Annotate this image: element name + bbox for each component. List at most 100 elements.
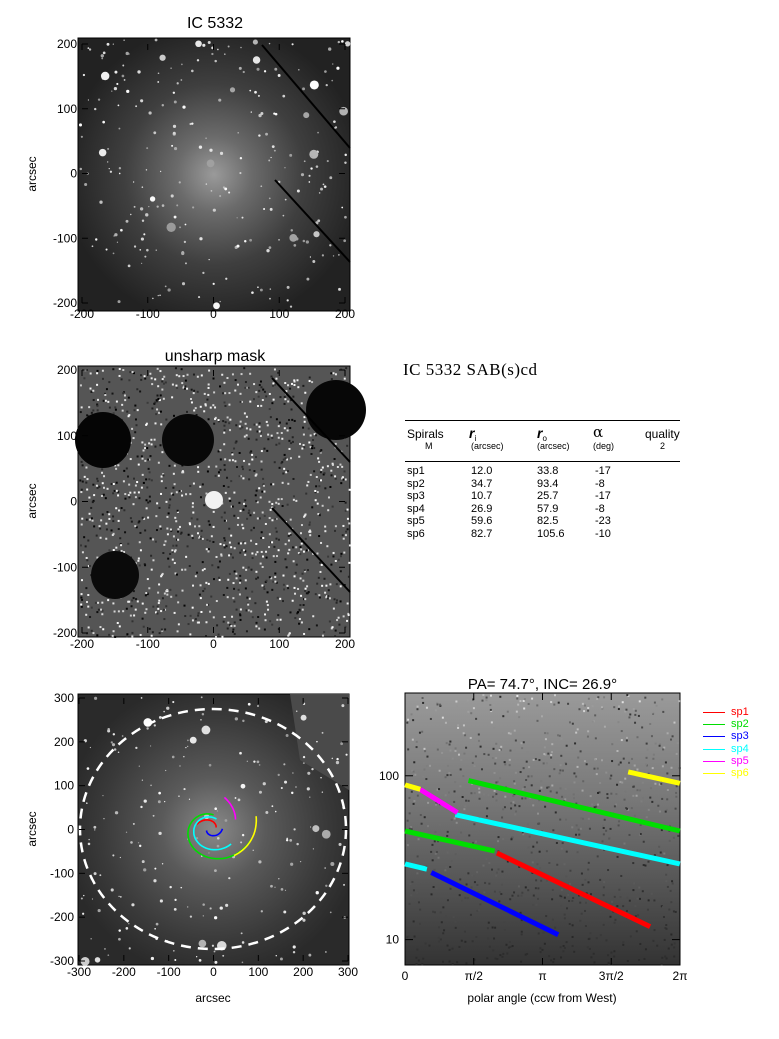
texture-pixel (571, 722, 574, 725)
noise-pixel (190, 398, 193, 401)
texture-pixel (610, 792, 613, 795)
star (196, 59, 200, 62)
texture-pixel (535, 879, 538, 882)
texture-pixel (551, 784, 554, 787)
star (289, 153, 293, 157)
texture-pixel (538, 759, 541, 762)
star (88, 48, 92, 51)
texture-pixel (613, 706, 616, 709)
noise-pixel (183, 387, 186, 390)
texture-pixel (665, 880, 668, 883)
noise-pixel (135, 598, 138, 601)
texture-pixel (599, 878, 602, 881)
cell-ro: 57.9 (537, 502, 559, 515)
noise-pixel (265, 550, 268, 553)
noise-pixel (261, 565, 264, 568)
texture-pixel (449, 740, 452, 743)
noise-pixel (142, 625, 145, 628)
texture-pixel (628, 833, 631, 836)
noise-pixel (314, 499, 317, 502)
texture-pixel (579, 827, 582, 830)
star (184, 223, 187, 226)
noise-pixel (229, 499, 232, 502)
noise-pixel (314, 491, 317, 494)
noise-pixel (181, 382, 184, 385)
noise-pixel (232, 628, 235, 631)
x-tick-label: 0 (210, 307, 217, 321)
noise-pixel (254, 494, 257, 497)
texture-pixel (495, 874, 498, 877)
texture-pixel (550, 701, 553, 704)
noise-pixel (175, 491, 178, 494)
star (88, 838, 90, 841)
texture-pixel (556, 734, 559, 737)
texture-pixel (628, 716, 631, 719)
y-tick-label: -200 (53, 296, 77, 310)
noise-pixel (146, 401, 149, 404)
texture-pixel (494, 957, 497, 960)
noise-pixel (236, 465, 239, 468)
texture-pixel (581, 789, 584, 792)
star (154, 867, 157, 870)
texture-pixel (633, 814, 636, 817)
texture-pixel (615, 803, 618, 806)
noise-pixel (326, 387, 329, 390)
texture-pixel (560, 847, 563, 850)
star (300, 714, 307, 721)
noise-pixel (160, 575, 163, 578)
noise-pixel (326, 465, 329, 468)
noise-pixel (83, 439, 86, 442)
star (286, 837, 289, 840)
noise-pixel (264, 619, 267, 622)
noise-pixel (298, 609, 301, 612)
noise-pixel (332, 555, 335, 558)
noise-pixel (97, 432, 100, 435)
noise-pixel (89, 372, 92, 375)
texture-pixel (652, 939, 655, 942)
texture-pixel (671, 735, 674, 738)
star (274, 67, 278, 71)
star (152, 814, 155, 817)
texture-pixel (536, 704, 539, 707)
star (188, 798, 191, 800)
texture-pixel (451, 963, 454, 966)
texture-pixel (539, 947, 542, 950)
noise-pixel (80, 441, 83, 444)
noise-pixel (150, 438, 153, 441)
noise-pixel (165, 418, 168, 421)
texture-pixel (597, 696, 600, 699)
texture-pixel (517, 885, 520, 888)
legend-label: sp5 (731, 754, 749, 767)
noise-pixel (83, 536, 86, 539)
texture-pixel (472, 841, 475, 844)
star (324, 70, 327, 73)
noise-pixel (117, 610, 120, 613)
texture-pixel (501, 913, 504, 916)
noise-pixel (289, 532, 292, 535)
noise-pixel (299, 604, 302, 607)
texture-pixel (530, 851, 533, 854)
noise-pixel (307, 480, 310, 483)
noise-pixel (339, 585, 342, 588)
top-ylabel: arcsec (25, 156, 39, 191)
noise-pixel (311, 444, 314, 447)
legend-swatch (703, 724, 725, 726)
texture-pixel (532, 903, 535, 906)
texture-pixel (436, 788, 439, 791)
texture-pixel (550, 756, 553, 759)
noise-pixel (290, 382, 293, 385)
noise-pixel (88, 406, 91, 409)
noise-pixel (215, 600, 218, 603)
star (201, 725, 211, 735)
texture-pixel (668, 908, 671, 911)
noise-pixel (327, 433, 330, 436)
texture-pixel (624, 777, 627, 780)
texture-pixel (652, 712, 655, 715)
noise-pixel (90, 517, 93, 520)
texture-pixel (513, 782, 516, 785)
noise-pixel (118, 374, 121, 377)
noise-pixel (80, 523, 83, 526)
noise-pixel (223, 615, 226, 618)
noise-pixel (242, 477, 245, 480)
texture-pixel (619, 761, 622, 764)
